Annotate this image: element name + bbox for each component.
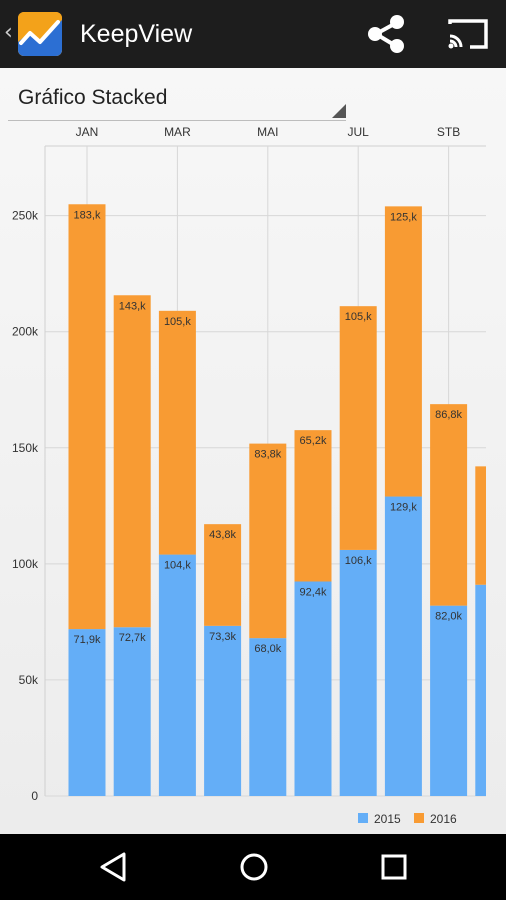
data-label-2015: 104,k bbox=[164, 560, 191, 572]
bar-2015 bbox=[384, 496, 422, 796]
legend-label: 2016 bbox=[430, 812, 457, 826]
bar-2016 bbox=[113, 295, 151, 628]
bar-2015 bbox=[158, 554, 196, 796]
data-label-2016: 43,8k bbox=[209, 529, 236, 541]
nav-home-icon bbox=[240, 853, 268, 881]
y-tick-label: 100k bbox=[12, 557, 39, 571]
bar-2015 bbox=[475, 584, 486, 796]
x-tick-label: JAN bbox=[76, 125, 99, 139]
system-nav-bar bbox=[0, 834, 506, 900]
share-button[interactable] bbox=[362, 12, 412, 56]
chart-type-label: Gráfico Stacked bbox=[18, 86, 168, 109]
x-tick-label: JUL bbox=[348, 125, 370, 139]
x-tick-label: MAR bbox=[164, 125, 191, 139]
data-label-2015: 92,4k bbox=[300, 587, 327, 599]
chart-type-dropdown[interactable]: Gráfico Stacked bbox=[8, 80, 346, 121]
app-title: KeepView bbox=[80, 20, 193, 48]
cast-icon bbox=[448, 19, 488, 49]
y-tick-label: 0 bbox=[31, 789, 38, 803]
legend-swatch bbox=[358, 813, 368, 823]
axes: 0 50k 100k 150k 200k 250k JAN MAR MAI JUL STB bbox=[12, 125, 460, 803]
stacked-bar-chart: 71,9k 183,k 72,7k 143,k 104,k 105,k 73,3k 43,8k… bbox=[12, 125, 486, 826]
data-label-2016: 183,k bbox=[74, 209, 101, 221]
bars: 71,9k 183,k 72,7k 143,k 104,k 105,k 73,3k 43,8k… bbox=[68, 204, 486, 796]
data-label-2015: 72,7k bbox=[119, 632, 146, 644]
bar-2015 bbox=[249, 638, 287, 796]
bar-2016 bbox=[68, 204, 106, 630]
bar-2015 bbox=[204, 625, 242, 796]
bar-2016 bbox=[339, 306, 377, 550]
share-icon bbox=[368, 15, 404, 53]
y-tick-label: 250k bbox=[12, 209, 39, 223]
data-label-2015: 68,0k bbox=[254, 643, 281, 655]
nav-back-button[interactable] bbox=[92, 848, 136, 886]
bar-2016 bbox=[249, 443, 287, 639]
legend-label: 2015 bbox=[374, 812, 401, 826]
data-label-2015: 82,0k bbox=[435, 611, 462, 623]
dropdown-triangle-icon bbox=[332, 104, 346, 118]
bar-2016 bbox=[430, 404, 468, 606]
bar-2015 bbox=[339, 549, 377, 796]
y-tick-label: 200k bbox=[12, 325, 39, 339]
data-label-2015: 129,k bbox=[390, 502, 417, 514]
data-label-2016: 143,k bbox=[119, 300, 146, 312]
bar-2015 bbox=[68, 629, 106, 796]
data-label-2016: 83,8k bbox=[254, 449, 281, 461]
app-bar: ‹ KeepView bbox=[0, 0, 506, 68]
chart-line-logo-icon bbox=[18, 12, 62, 56]
bar-2015 bbox=[113, 627, 151, 796]
legend-swatch bbox=[414, 813, 424, 823]
bar-2016 bbox=[158, 310, 196, 555]
cast-button[interactable] bbox=[442, 12, 492, 56]
nav-back-icon bbox=[100, 852, 126, 882]
nav-recents-button[interactable] bbox=[372, 848, 416, 886]
x-tick-label: MAI bbox=[257, 125, 278, 139]
data-label-2015: 71,9k bbox=[74, 634, 101, 646]
back-caret-icon[interactable]: ‹ bbox=[4, 20, 13, 45]
x-tick-label: STB bbox=[437, 125, 460, 139]
nav-home-button[interactable] bbox=[232, 848, 276, 886]
data-label-2016: 125,k bbox=[390, 211, 417, 223]
chart-area: Gráfico Stacked 71,9k 183,k 72,7k 143,k 104,… bbox=[0, 68, 506, 834]
bar-2016 bbox=[294, 430, 332, 582]
y-tick-label: 50k bbox=[19, 673, 39, 687]
bar-2015 bbox=[430, 605, 468, 796]
bar-2016 bbox=[204, 524, 242, 626]
app-logo-icon[interactable] bbox=[18, 12, 62, 56]
data-label-2016: 105,k bbox=[164, 316, 191, 328]
data-label-2016: 86,8k bbox=[435, 409, 462, 421]
data-label-2015: 106,k bbox=[345, 555, 372, 567]
data-label-2015: 73,3k bbox=[209, 631, 236, 643]
legend: 2015 2016 bbox=[358, 812, 457, 826]
y-tick-label: 150k bbox=[12, 441, 39, 455]
bar-2015 bbox=[294, 581, 332, 796]
nav-recents-icon bbox=[381, 854, 407, 880]
bar-2016 bbox=[384, 206, 422, 497]
data-label-2016: 65,2k bbox=[300, 435, 327, 447]
data-label-2016: 105,k bbox=[345, 311, 372, 323]
bar-2016 bbox=[475, 466, 486, 585]
